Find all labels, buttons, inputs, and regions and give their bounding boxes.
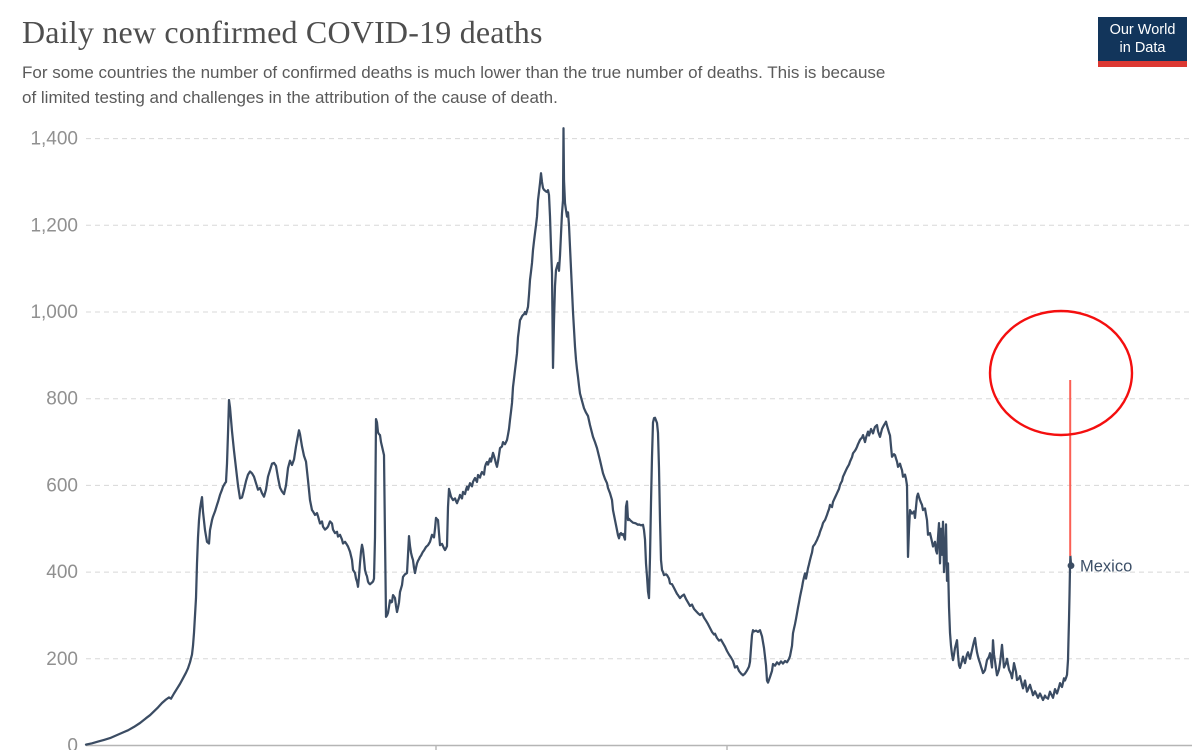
y-tick-label: 1,200 — [30, 215, 78, 236]
owid-logo-box: Our World in Data — [1098, 17, 1187, 61]
mexico-series-line[interactable] — [84, 127, 1073, 746]
y-tick-label: 600 — [46, 475, 78, 496]
chart-subtitle-line1: For some countries the number of confirm… — [22, 63, 886, 82]
y-tick-label: 400 — [46, 562, 78, 583]
owid-logo-line2: in Data — [1119, 40, 1166, 56]
y-tick-label: 800 — [46, 389, 78, 410]
y-tick-label: 1,000 — [30, 302, 78, 323]
page-title: Daily new confirmed COVID-19 deaths — [22, 14, 543, 50]
owid-logo-line1: Our World — [1109, 22, 1176, 38]
chart-subtitle-line2: of limited testing and challenges in the… — [22, 88, 558, 107]
owid-logo-stripe — [1098, 61, 1187, 67]
y-tick-label: 1,400 — [30, 129, 78, 150]
y-tick-label: 0 — [67, 736, 78, 751]
owid-logo[interactable]: Our World in Data — [1098, 17, 1187, 67]
annotation-circle — [988, 309, 1134, 437]
chart-subtitle: For some countries the number of confirm… — [22, 60, 1067, 110]
y-tick-label: 200 — [46, 649, 78, 670]
series-label-mexico: Mexico — [1080, 558, 1132, 576]
series-end-dot — [1067, 562, 1075, 569]
